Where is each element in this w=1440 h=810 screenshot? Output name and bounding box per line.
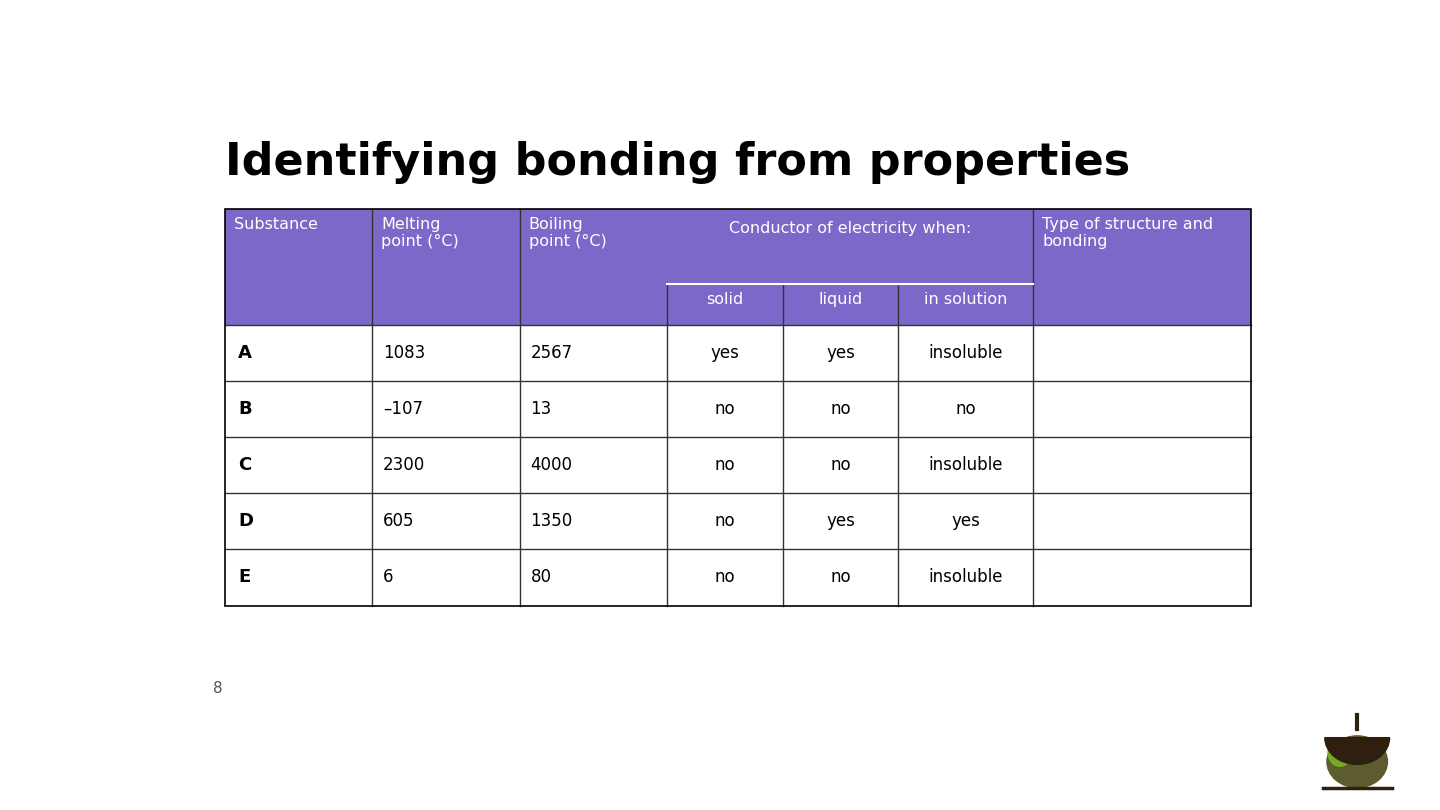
Text: 2300: 2300	[383, 456, 425, 474]
Bar	[783, 284, 899, 325]
Text: no: no	[714, 512, 736, 531]
Text: 1083: 1083	[383, 344, 425, 362]
Text: no: no	[956, 400, 976, 418]
Text: 1350: 1350	[530, 512, 573, 531]
Text: liquid: liquid	[818, 292, 863, 307]
Text: 8: 8	[213, 681, 223, 696]
Text: 4000: 4000	[530, 456, 573, 474]
Text: insoluble: insoluble	[929, 344, 1004, 362]
Text: D: D	[238, 512, 253, 531]
Ellipse shape	[1328, 735, 1388, 787]
Text: B: B	[238, 400, 252, 418]
Ellipse shape	[1328, 740, 1352, 766]
Text: Identifying bonding from properties: Identifying bonding from properties	[225, 141, 1130, 184]
Bar	[225, 210, 1251, 606]
Bar	[225, 210, 372, 325]
Text: –107: –107	[383, 400, 423, 418]
Bar	[520, 210, 667, 325]
Text: E: E	[238, 569, 251, 586]
Text: insoluble: insoluble	[929, 456, 1004, 474]
Text: yes: yes	[827, 512, 855, 531]
Text: Melting
point (°C): Melting point (°C)	[382, 217, 459, 249]
Text: Conductor of electricity when:: Conductor of electricity when:	[729, 220, 972, 236]
Text: insoluble: insoluble	[929, 569, 1004, 586]
Bar	[372, 210, 520, 325]
Text: in solution: in solution	[924, 292, 1008, 307]
Text: no: no	[714, 569, 736, 586]
Text: no: no	[831, 569, 851, 586]
Bar	[667, 210, 1032, 284]
Bar	[1032, 210, 1251, 325]
Bar	[899, 284, 1032, 325]
Text: C: C	[238, 456, 252, 474]
Text: no: no	[831, 456, 851, 474]
Text: Type of structure and
bonding: Type of structure and bonding	[1043, 217, 1214, 249]
Text: no: no	[714, 456, 736, 474]
Text: no: no	[714, 400, 736, 418]
Text: 605: 605	[383, 512, 415, 531]
Text: Substance: Substance	[233, 217, 317, 232]
Text: 2567: 2567	[530, 344, 573, 362]
Text: 13: 13	[530, 400, 552, 418]
Text: no: no	[831, 400, 851, 418]
Text: 6: 6	[383, 569, 393, 586]
Text: yes: yes	[952, 512, 981, 531]
Text: Boiling
point (°C): Boiling point (°C)	[528, 217, 606, 249]
Text: yes: yes	[827, 344, 855, 362]
Text: A: A	[238, 344, 252, 362]
Wedge shape	[1325, 738, 1390, 765]
Bar	[667, 284, 783, 325]
Text: 80: 80	[530, 569, 552, 586]
Text: yes: yes	[711, 344, 740, 362]
Text: solid: solid	[707, 292, 744, 307]
